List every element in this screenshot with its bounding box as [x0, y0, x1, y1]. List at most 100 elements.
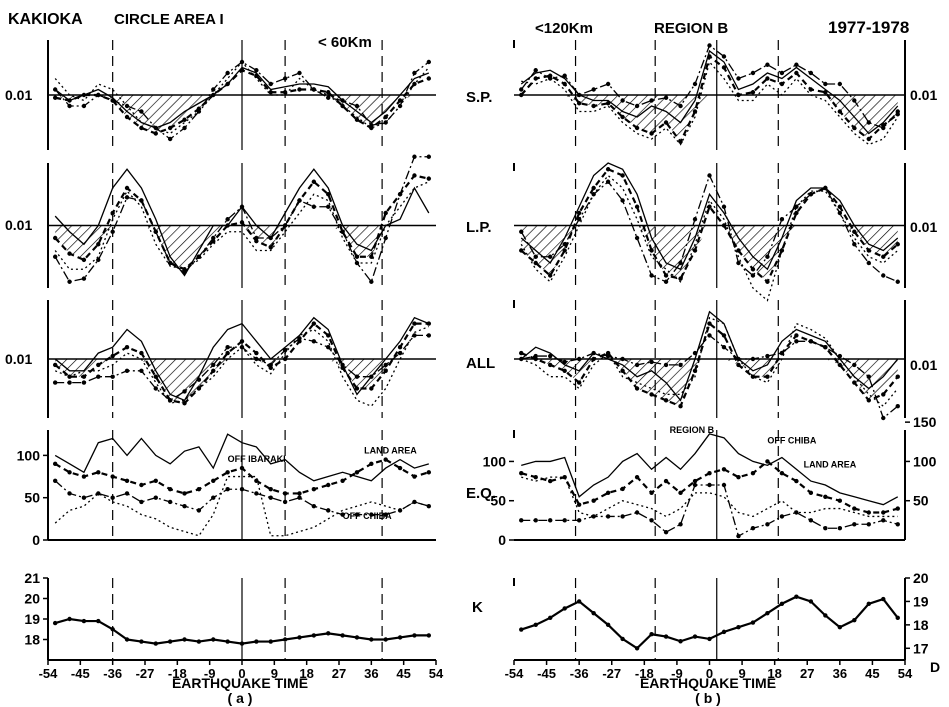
data-point — [808, 339, 814, 344]
subplot-b-all — [513, 300, 906, 421]
series-line — [54, 475, 429, 537]
data-point — [765, 522, 770, 527]
data-point — [67, 491, 72, 496]
data-point — [412, 70, 417, 76]
data-point — [605, 167, 611, 172]
data-point — [96, 257, 101, 263]
data-point — [736, 248, 741, 253]
data-point — [311, 503, 317, 509]
data-point — [895, 374, 900, 379]
data-point — [311, 487, 317, 492]
data-point — [548, 254, 553, 259]
series-line — [54, 433, 429, 482]
series-line — [520, 321, 899, 408]
data-point — [96, 491, 101, 496]
data-point — [808, 490, 814, 496]
data-point — [852, 522, 857, 527]
data-point — [562, 606, 567, 611]
data-point — [750, 267, 756, 272]
data-point — [707, 43, 712, 48]
data-point — [562, 242, 567, 247]
data-point — [225, 70, 230, 76]
data-point — [852, 98, 857, 103]
data-point — [750, 356, 756, 362]
data-point — [52, 95, 58, 100]
data-point — [736, 533, 741, 539]
row-label-k: K — [472, 599, 483, 616]
data-point — [881, 125, 886, 131]
data-point — [182, 401, 187, 406]
data-point — [620, 173, 625, 178]
data-point — [110, 229, 115, 234]
data-point — [397, 345, 403, 350]
data-point — [268, 495, 273, 500]
data-point — [211, 478, 216, 483]
data-point — [605, 514, 611, 519]
data-point — [707, 471, 712, 476]
data-point — [426, 503, 432, 509]
data-point — [576, 518, 582, 523]
data-point — [81, 276, 87, 281]
data-point — [354, 635, 360, 640]
row-label-eq: E.Q. — [466, 485, 496, 502]
data-point — [153, 131, 158, 136]
data-point — [326, 333, 331, 338]
series-line — [54, 316, 430, 402]
data-point — [562, 518, 567, 523]
data-point — [297, 635, 302, 640]
data-point — [225, 470, 230, 475]
data-point — [426, 176, 432, 181]
data-point — [750, 620, 756, 625]
data-point — [808, 599, 814, 604]
data-point — [519, 92, 524, 98]
data-point — [167, 639, 173, 644]
data-point — [519, 471, 524, 476]
data-point — [678, 404, 683, 409]
data-point — [548, 478, 553, 484]
data-point — [268, 362, 273, 368]
hatch-region — [521, 359, 898, 407]
data-point — [866, 260, 871, 266]
data-point — [268, 487, 273, 492]
data-point — [548, 362, 553, 368]
data-point — [591, 185, 596, 191]
data-point — [591, 87, 596, 92]
data-point — [52, 87, 58, 92]
data-point — [81, 103, 87, 109]
y2-tick-label: 20 — [913, 570, 929, 586]
data-point — [124, 195, 130, 200]
data-point — [779, 350, 785, 356]
data-point — [282, 499, 288, 505]
data-point — [765, 62, 770, 67]
data-point — [326, 95, 331, 100]
data-point — [750, 70, 756, 76]
data-point — [254, 235, 259, 241]
data-point — [153, 386, 158, 391]
data-point — [736, 92, 741, 98]
data-point — [426, 59, 432, 65]
data-point — [866, 510, 871, 515]
y2-tick-label: 19 — [913, 593, 929, 609]
y-tick-label: 18 — [24, 632, 40, 648]
x-tick-label: 27 — [332, 666, 346, 681]
data-point — [311, 87, 317, 92]
panel-tag-a: ( a ) — [228, 690, 253, 706]
data-point — [397, 635, 403, 640]
data-point — [692, 634, 698, 639]
data-point — [663, 634, 669, 639]
data-point — [678, 139, 683, 144]
x-unit-b: D — [930, 659, 940, 675]
data-point — [354, 103, 360, 109]
subplot-a-sp — [47, 40, 436, 150]
data-point — [354, 512, 360, 517]
data-point — [533, 68, 538, 73]
data-point — [837, 498, 843, 503]
y2-tick-label: 17 — [913, 640, 929, 656]
hatch-region — [55, 95, 429, 134]
data-point — [52, 461, 58, 467]
row-label-sp: S.P. — [466, 89, 492, 106]
data-point — [153, 495, 158, 500]
data-point — [881, 273, 886, 278]
data-point — [779, 217, 785, 222]
data-point — [67, 616, 72, 622]
